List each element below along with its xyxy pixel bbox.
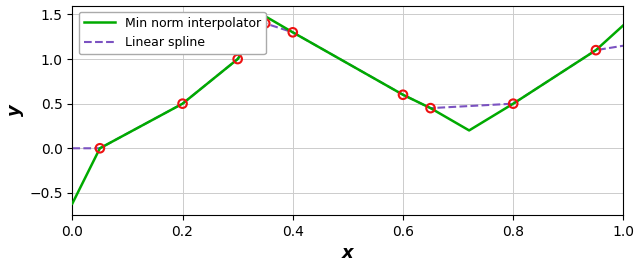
Linear spline bbox=[261, 22, 269, 25]
Point bbox=[591, 48, 601, 52]
Linear spline bbox=[427, 106, 435, 110]
X-axis label: x: x bbox=[342, 244, 354, 262]
Linear spline bbox=[68, 147, 76, 150]
Min norm interpolator bbox=[399, 93, 407, 96]
Min norm interpolator bbox=[234, 57, 241, 61]
Min norm interpolator bbox=[261, 15, 269, 18]
Linear spline bbox=[620, 44, 627, 47]
Min norm interpolator bbox=[620, 24, 627, 27]
Point bbox=[508, 102, 518, 106]
Min norm interpolator bbox=[289, 31, 296, 34]
Linear spline bbox=[179, 102, 186, 105]
Point bbox=[232, 57, 243, 61]
Line: Linear spline: Linear spline bbox=[72, 23, 623, 148]
Point bbox=[287, 30, 298, 35]
Linear spline bbox=[592, 49, 600, 52]
Linear spline bbox=[96, 147, 104, 150]
Point bbox=[95, 146, 105, 150]
Point bbox=[398, 93, 408, 97]
Point bbox=[177, 102, 188, 106]
Min norm interpolator bbox=[592, 49, 600, 52]
Min norm interpolator bbox=[179, 102, 186, 105]
Point bbox=[260, 21, 270, 25]
Min norm interpolator bbox=[96, 147, 104, 150]
Line: Min norm interpolator: Min norm interpolator bbox=[72, 16, 623, 204]
Min norm interpolator bbox=[509, 102, 517, 105]
Linear spline bbox=[289, 31, 296, 34]
Point bbox=[426, 106, 436, 110]
Min norm interpolator bbox=[427, 106, 435, 110]
Y-axis label: y: y bbox=[6, 105, 24, 116]
Linear spline bbox=[509, 102, 517, 105]
Legend: Min norm interpolator, Linear spline: Min norm interpolator, Linear spline bbox=[79, 12, 266, 54]
Linear spline bbox=[234, 57, 241, 61]
Min norm interpolator bbox=[68, 202, 76, 205]
Min norm interpolator bbox=[465, 129, 473, 132]
Linear spline bbox=[399, 93, 407, 96]
